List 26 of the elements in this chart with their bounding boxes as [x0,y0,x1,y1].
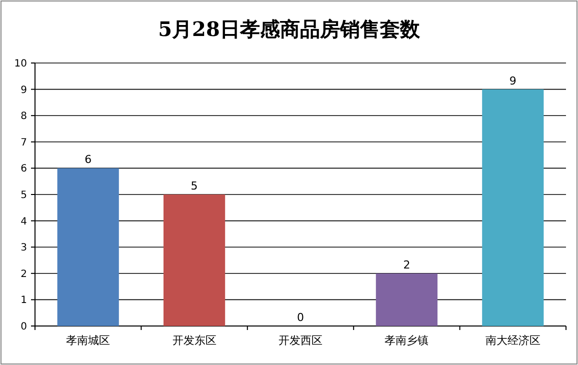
x-tick-label: 孝南乡镇 [384,334,429,347]
y-tick-label: 3 [20,242,27,254]
y-tick-label: 7 [20,137,27,148]
y-tick-label: 9 [20,84,27,96]
chart-title: 5月28日孝感商品房销售套数 [158,17,421,41]
y-tick-label: 0 [20,322,27,332]
x-tick-label: 孝南城区 [66,334,110,347]
data-label: 9 [509,74,516,88]
y-tick-label: 6 [20,164,27,175]
data-label: 5 [190,180,198,192]
y-tick-label: 5 [20,190,27,201]
y-tick-label: 2 [20,268,27,280]
bar [57,168,119,326]
data-label: 0 [297,311,304,324]
x-tick-label: 开发西区 [278,334,322,347]
data-label: 6 [84,153,92,166]
x-tick-label: 南大经济区 [485,334,540,347]
data-label: 2 [403,258,410,272]
y-tick-label: 8 [20,111,27,122]
bar [482,89,544,326]
bar [164,194,226,326]
y-tick-label: 1 [20,295,27,306]
bar [376,273,438,326]
y-tick-label: 4 [20,216,27,228]
x-tick-label: 开发东区 [172,334,216,347]
y-tick-label: 10 [14,58,27,70]
